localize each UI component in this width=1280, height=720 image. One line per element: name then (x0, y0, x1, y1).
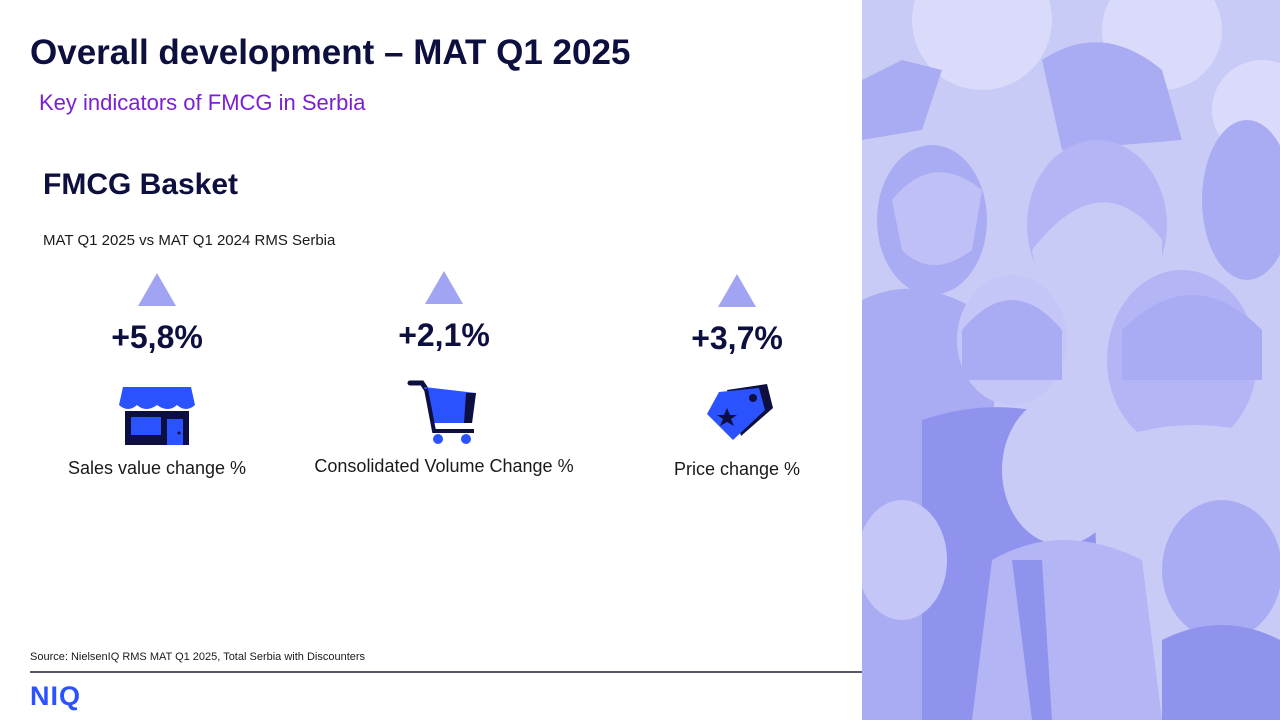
footer-divider (30, 671, 862, 673)
section-heading: FMCG Basket (43, 168, 239, 201)
store-icon (117, 377, 197, 447)
crowd-illustration (862, 0, 1280, 720)
comparison-note: MAT Q1 2025 vs MAT Q1 2024 RMS Serbia (43, 232, 336, 249)
kpi-value: +3,7% (691, 320, 783, 356)
shopping-cart-icon (404, 375, 484, 445)
kpi-price: +3,7% Price change % (577, 274, 897, 504)
kpi-label: Sales value change % (67, 458, 247, 478)
kpi-label: Consolidated Volume Change % (314, 456, 574, 476)
kpi-sales-value: +5,8% Sales value change % (0, 273, 317, 503)
niq-logo: NIQ (30, 681, 82, 711)
kpi-value: +5,8% (111, 319, 203, 355)
trend-up-arrow-icon (138, 273, 176, 306)
slide-subtitle: Key indicators of FMCG in Serbia (39, 90, 366, 115)
slide-title: Overall development – MAT Q1 2025 (30, 33, 631, 72)
kpi-consolidated-volume: +2,1% Consolidated Volume Change % (284, 271, 604, 501)
kpi-value: +2,1% (398, 317, 490, 353)
trend-up-arrow-icon (718, 274, 756, 307)
price-tag-icon (697, 378, 777, 448)
source-note: Source: NielsenIQ RMS MAT Q1 2025, Total… (30, 651, 366, 663)
kpi-label: Price change % (673, 459, 801, 479)
trend-up-arrow-icon (425, 271, 463, 304)
